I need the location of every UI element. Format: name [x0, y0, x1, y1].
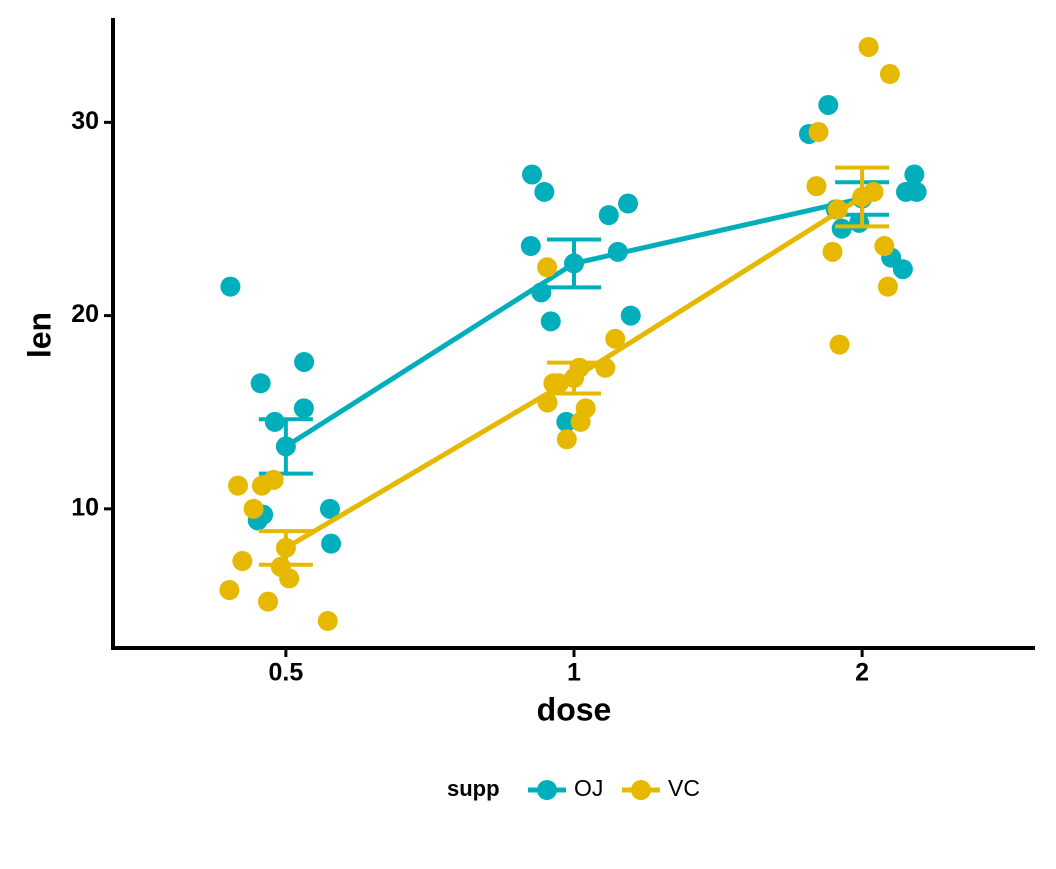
data-point: [831, 218, 852, 239]
y-tick-label: 20: [71, 300, 99, 328]
data-point: [219, 580, 240, 601]
data-point: [822, 241, 843, 262]
y-axis-title: len: [21, 312, 57, 358]
data-point: [874, 236, 895, 257]
x-tick-label: 2: [855, 659, 869, 687]
x-tick-label: 1: [567, 659, 581, 687]
mean-point: [275, 537, 296, 558]
data-point: [858, 36, 879, 57]
data-point: [806, 176, 827, 197]
data-point: [220, 276, 241, 297]
mean-point: [275, 436, 296, 457]
data-point: [904, 164, 925, 185]
data-point: [321, 533, 342, 554]
y-tick-label: 10: [71, 493, 99, 521]
y-tick-label: 30: [71, 107, 99, 135]
legend-key-dot: [631, 780, 651, 800]
data-point: [556, 411, 577, 432]
data-point: [818, 94, 839, 115]
data-point: [618, 193, 639, 214]
data-point: [537, 257, 558, 278]
data-point: [520, 236, 541, 257]
legend-key-dot: [537, 780, 557, 800]
data-point: [534, 181, 555, 202]
data-point: [522, 164, 543, 185]
data-point: [877, 276, 898, 297]
data-point: [264, 411, 285, 432]
data-point: [808, 122, 829, 143]
data-point: [620, 305, 641, 326]
data-point: [319, 498, 340, 519]
legend: supp OJ VC: [447, 775, 700, 801]
mean-point: [564, 368, 584, 389]
legend-label: VC: [668, 775, 700, 801]
mean-point: [564, 253, 584, 274]
data-point: [258, 591, 279, 612]
mean-point: [852, 186, 873, 207]
data-point: [879, 64, 900, 85]
data-point: [906, 181, 927, 202]
data-point: [556, 429, 577, 450]
x-tick-label: 0.5: [268, 659, 303, 687]
data-point: [294, 351, 315, 372]
data-point: [598, 205, 619, 226]
data-point: [829, 334, 850, 355]
data-point: [317, 610, 338, 631]
x-axis-title: dose: [537, 691, 612, 727]
data-point: [293, 398, 314, 419]
data-point: [570, 411, 591, 432]
mean-line: [284, 196, 863, 449]
legend-title: supp: [447, 776, 500, 801]
data-point: [540, 311, 561, 332]
data-point: [251, 475, 272, 496]
data-point: [232, 551, 253, 572]
data-point: [605, 328, 626, 349]
data-point: [243, 498, 264, 519]
data-point: [250, 373, 271, 394]
data-point: [228, 475, 249, 496]
legend-label: OJ: [574, 775, 603, 801]
